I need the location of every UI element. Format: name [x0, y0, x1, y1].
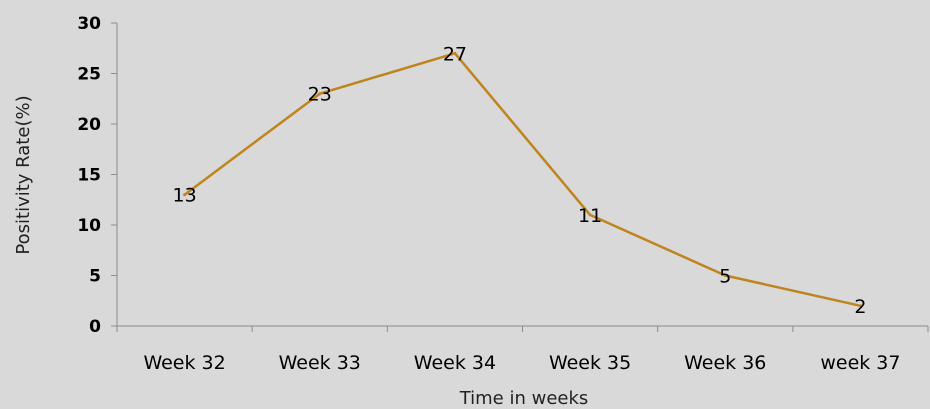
y-axis-title: Positivity Rate(%): [13, 95, 34, 254]
data-point: [183, 193, 187, 197]
x-axis-ticks: Week 32 Week 33 Week 34 Week 35 Week 36 week …: [116, 326, 929, 374]
y-tick-label: 15: [77, 166, 101, 186]
x-tick-label: Week 36: [684, 352, 766, 374]
y-tick-label: 20: [77, 115, 101, 135]
series-group: [183, 51, 862, 308]
data-point: [858, 304, 862, 308]
y-tick-label: 5: [89, 267, 101, 287]
data-label: 5: [719, 266, 731, 288]
y-tick-label: 0: [89, 317, 101, 337]
data-point: [723, 274, 727, 277]
data-labels-group: 13 23 27 11 5 2: [172, 43, 866, 318]
y-tick-label: 30: [77, 14, 101, 34]
x-tick-label: week 37: [820, 352, 900, 374]
data-label: 27: [443, 43, 467, 65]
data-point: [318, 92, 322, 96]
x-tick-label: Week 32: [143, 352, 225, 374]
y-tick-label: 10: [77, 216, 101, 236]
data-point: [588, 213, 592, 217]
data-point: [453, 51, 457, 55]
data-label: 11: [578, 205, 602, 227]
data-label: 13: [172, 185, 196, 207]
series-line: [183, 52, 862, 308]
y-tick-label: 25: [77, 65, 101, 85]
x-tick-label: Week 35: [549, 352, 631, 374]
data-label: 2: [854, 296, 866, 318]
x-tick-label: Week 34: [414, 352, 496, 374]
x-axis-title: Time in weeks: [459, 388, 589, 409]
data-label: 23: [308, 84, 332, 106]
x-tick-label: Week 33: [279, 352, 361, 374]
y-axis-ticks: 0 5 10 15 20 25 30: [77, 14, 117, 337]
